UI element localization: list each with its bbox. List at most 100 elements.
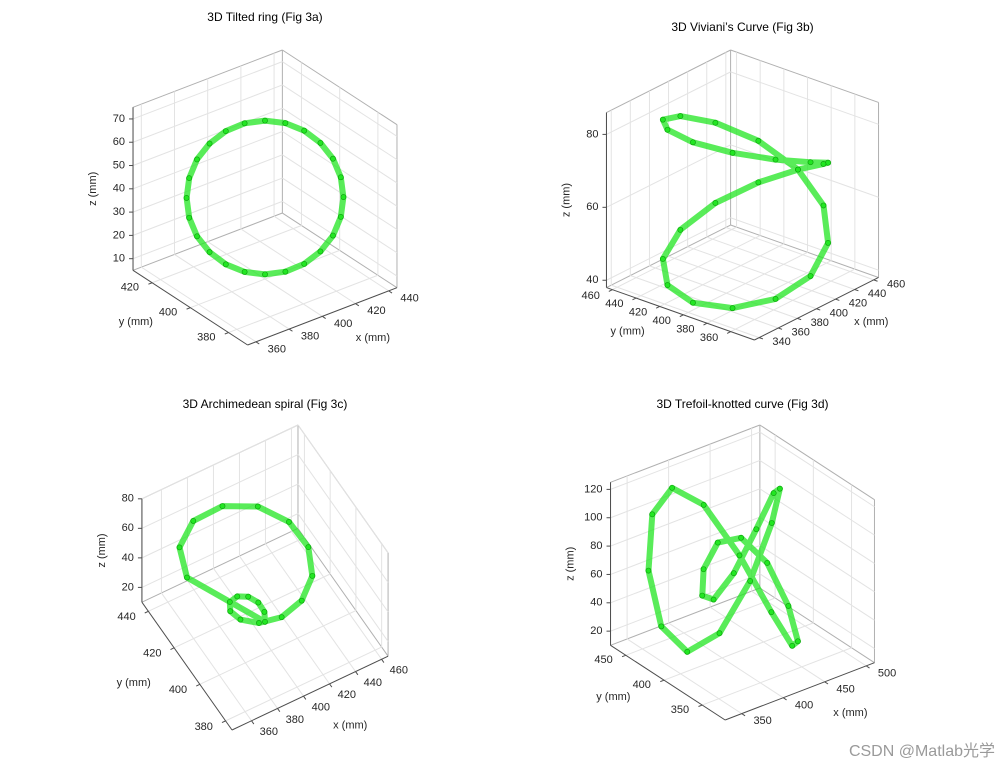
y-tick-label: 380 — [676, 323, 694, 335]
y-axis-label: y (mm) — [117, 677, 151, 689]
point — [684, 648, 691, 655]
x-axis-label: x (mm) — [854, 316, 888, 328]
x-tick-label: 400 — [312, 702, 330, 714]
grid-line — [751, 590, 867, 667]
x-tick-label: 400 — [795, 699, 813, 711]
point — [729, 305, 736, 312]
point — [664, 282, 671, 288]
point — [194, 233, 200, 240]
x-tick-label: 500 — [878, 667, 896, 679]
x-tick — [865, 665, 870, 669]
grid-line — [132, 200, 283, 260]
point — [234, 593, 241, 600]
point — [219, 503, 226, 510]
point — [729, 149, 736, 156]
grid-line — [282, 107, 398, 184]
point — [820, 202, 827, 209]
point — [772, 156, 779, 163]
y-axis — [132, 269, 248, 346]
z-tick-label: 80 — [590, 540, 602, 552]
x-tick — [741, 713, 746, 717]
grid-line — [132, 131, 283, 190]
y-axis — [606, 287, 755, 341]
y-tick — [621, 654, 626, 658]
point — [825, 240, 831, 246]
grid-line — [141, 454, 299, 529]
grid-line — [141, 483, 299, 559]
z-axis-label: z (mm) — [87, 172, 99, 206]
z-tick-label: 40 — [590, 597, 602, 609]
y-tick-label: 400 — [653, 315, 671, 327]
grid-line — [668, 622, 784, 699]
point — [305, 544, 312, 551]
grid-line — [190, 249, 340, 309]
point — [330, 232, 336, 239]
point — [730, 570, 737, 577]
x-tick — [759, 337, 764, 340]
grid-line — [297, 454, 389, 583]
grid-line — [759, 516, 875, 593]
x-axis — [231, 655, 389, 731]
x-tick-label: 440 — [400, 292, 418, 304]
point — [255, 599, 262, 606]
grid-line — [635, 235, 761, 299]
grid-line — [282, 84, 398, 161]
grid-line — [610, 545, 761, 604]
grid-line — [725, 226, 874, 281]
point — [262, 117, 268, 124]
point — [261, 609, 268, 615]
grid-line — [297, 513, 389, 642]
y-tick-label: 380 — [197, 331, 215, 343]
grid-line — [173, 573, 331, 649]
grid-line — [213, 568, 304, 697]
grid-line — [668, 255, 817, 310]
x-tick — [797, 317, 802, 321]
point — [699, 592, 706, 599]
x-tick-label: 360 — [260, 726, 278, 738]
point — [677, 113, 684, 119]
grid-line — [239, 555, 330, 685]
grid-line — [612, 226, 737, 291]
grid-line — [225, 646, 382, 722]
y-axis — [141, 601, 233, 731]
grid-line — [151, 225, 302, 284]
point — [340, 194, 347, 200]
point — [245, 593, 252, 600]
x-tick — [816, 308, 821, 311]
grid-line — [730, 217, 879, 271]
z-axis-label: z (mm) — [96, 533, 108, 567]
y-tick — [144, 610, 149, 614]
x-tick-label: 380 — [301, 331, 319, 343]
y-tick — [224, 332, 229, 335]
point — [659, 256, 666, 262]
point — [807, 273, 814, 279]
point — [659, 116, 666, 123]
grid-line — [610, 459, 761, 519]
z-tick-label: 80 — [122, 493, 134, 505]
box-edge — [610, 424, 761, 483]
y-tick-label: 400 — [169, 684, 187, 696]
point — [254, 503, 261, 510]
x-tick — [873, 279, 878, 282]
x-tick-label: 360 — [791, 327, 809, 339]
grid-line — [759, 431, 875, 508]
point — [755, 179, 762, 186]
z-tick-label: 60 — [586, 201, 598, 213]
x-tick — [322, 315, 326, 319]
point — [795, 166, 801, 173]
z-tick-label: 50 — [113, 159, 125, 171]
grid-line — [649, 265, 798, 319]
grid-line — [610, 573, 761, 632]
point — [183, 195, 190, 201]
point — [785, 603, 792, 609]
y-tick-label: 420 — [629, 307, 647, 319]
point — [700, 501, 707, 508]
z-tick-label: 60 — [122, 522, 134, 534]
point — [301, 127, 308, 134]
grid-line — [702, 647, 852, 706]
box-edge — [759, 424, 875, 501]
x-axis — [724, 662, 875, 721]
y-tick-label: 440 — [117, 611, 135, 623]
x-tick — [824, 681, 829, 685]
